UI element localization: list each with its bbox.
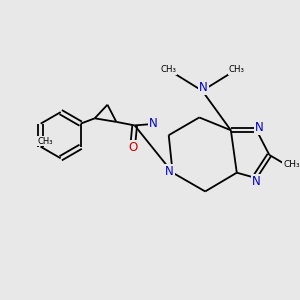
Text: N: N — [255, 121, 264, 134]
Text: CH₃: CH₃ — [160, 65, 176, 74]
Text: CH₃: CH₃ — [37, 136, 53, 146]
Text: CH₃: CH₃ — [283, 160, 300, 169]
Text: N: N — [200, 81, 208, 94]
Text: N: N — [148, 118, 158, 130]
Text: N: N — [252, 175, 260, 188]
Text: O: O — [129, 141, 138, 154]
Text: CH₃: CH₃ — [228, 65, 244, 74]
Text: N: N — [165, 165, 174, 178]
